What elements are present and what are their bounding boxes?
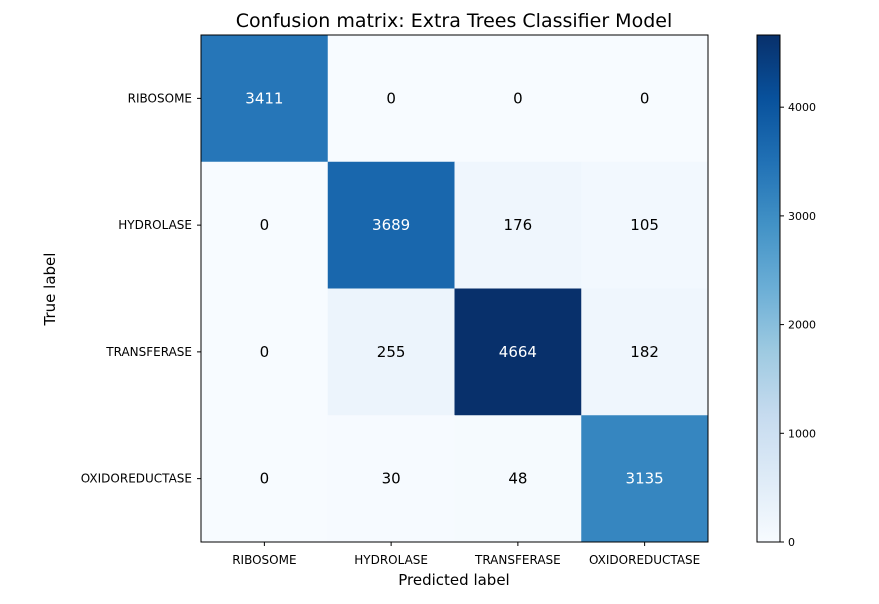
cell-value-label: 3411 (245, 89, 283, 107)
x-tick-label: HYDROLASE (354, 553, 428, 567)
heatmap-cell (454, 161, 582, 289)
plot-frame (200, 34, 709, 543)
cell-value-label: 30 (382, 470, 401, 488)
cell-value-label: 0 (260, 470, 270, 488)
colorbar (756, 34, 781, 543)
cell-value-label: 176 (504, 216, 533, 234)
heatmap-cell (454, 415, 582, 543)
cell-value-label: 3689 (372, 216, 410, 234)
heatmap-cell (201, 415, 329, 543)
heatmap-cell (581, 35, 709, 163)
colorbar-ticks: 0 1000 2000 3000 4000 (780, 101, 816, 549)
colorbar-tick-label: 4000 (788, 101, 816, 114)
heatmap-cell (327, 288, 455, 416)
y-tick-label: HYDROLASE (118, 218, 192, 232)
heatmap-cell (454, 288, 582, 416)
chart-title: Confusion matrix: Extra Trees Classifier… (236, 10, 672, 32)
y-tick-label: TRANSFERASE (105, 345, 192, 359)
heatmap-cells: 3411 0 0 0 0 3689 176 105 0 255 4664 182 0 30 48 3135 (201, 35, 709, 543)
heatmap-cell (327, 415, 455, 543)
heatmap-cell (201, 161, 329, 289)
cell-value-label: 3135 (626, 470, 664, 488)
cell-value-label: 105 (630, 216, 659, 234)
cell-value-label: 48 (508, 470, 527, 488)
heatmap-cell (201, 35, 329, 163)
heatmap-cell (454, 35, 582, 163)
heatmap-cell (581, 161, 709, 289)
cell-value-label: 0 (386, 89, 396, 107)
cell-value-label: 0 (640, 89, 650, 107)
cell-value-label: 0 (260, 343, 270, 361)
colorbar-tick-label: 2000 (788, 319, 816, 332)
x-axis-label: Predicted label (398, 571, 509, 589)
heatmap-cell (327, 161, 455, 289)
y-axis-ticks: RIBOSOME HYDROLASE TRANSFERASE OXIDOREDUCTA… (81, 91, 201, 486)
x-tick-label: RIBOSOME (232, 553, 296, 567)
cell-value-label: 182 (630, 343, 659, 361)
cell-value-label: 0 (513, 89, 523, 107)
cell-value-label: 4664 (499, 343, 537, 361)
cell-value-label: 255 (377, 343, 406, 361)
x-tick-label: OXIDOREDUCTASE (589, 553, 700, 567)
x-axis-ticks: RIBOSOME HYDROLASE TRANSFERASE OXIDOREDUCTA… (232, 542, 700, 567)
heatmap-cell (327, 35, 455, 163)
colorbar-tick-label: 1000 (788, 427, 816, 440)
y-axis-label: True label (41, 253, 59, 327)
cell-value-label: 0 (260, 216, 270, 234)
colorbar-tick-label: 0 (788, 536, 795, 549)
heatmap-cell (201, 288, 329, 416)
y-tick-label: RIBOSOME (128, 91, 192, 105)
x-tick-label: TRANSFERASE (474, 553, 561, 567)
heatmap-cell (581, 415, 709, 543)
y-tick-label: OXIDOREDUCTASE (81, 472, 192, 486)
colorbar-tick-label: 3000 (788, 210, 816, 223)
heatmap-cell (581, 288, 709, 416)
